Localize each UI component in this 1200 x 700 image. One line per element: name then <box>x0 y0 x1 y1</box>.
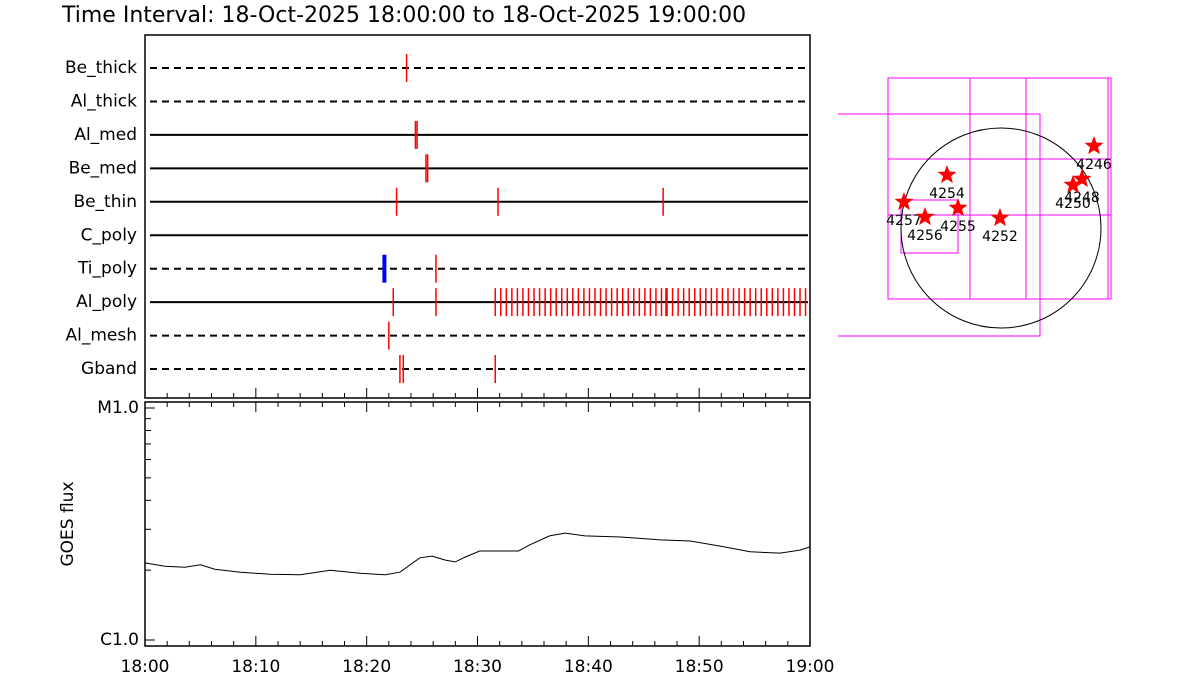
x-tick-label: 18:00 <box>121 657 170 677</box>
region-star <box>1063 175 1083 194</box>
solar-limb <box>900 127 1102 329</box>
x-tick-label: 18:10 <box>231 657 280 677</box>
row-label: Gband <box>81 359 137 379</box>
row-label: Al_med <box>74 125 137 145</box>
region-star <box>1084 136 1104 155</box>
region-label: 4246 <box>1076 157 1112 173</box>
goes-curve <box>144 532 811 576</box>
timeline-frame <box>144 34 811 399</box>
region-label: 4255 <box>940 219 976 235</box>
region-label: 4248 <box>1064 190 1100 206</box>
x-tick-label: 18:20 <box>342 657 391 677</box>
region-star <box>990 208 1010 227</box>
y-axis-label: GOES flux <box>58 481 78 566</box>
region-label: 4257 <box>886 213 922 229</box>
x-tick-label: 18:30 <box>453 657 502 677</box>
region-label: 4254 <box>929 186 965 202</box>
row-label: Be_med <box>69 158 137 178</box>
y-tick-label: C1.0 <box>100 630 139 650</box>
y-tick-label: M1.0 <box>97 398 139 418</box>
chart-title: Time Interval: 18-Oct-2025 18:00:00 to 1… <box>61 3 746 28</box>
region-star <box>915 207 935 226</box>
row-label: Be_thin <box>73 192 137 212</box>
row-label: Ti_poly <box>77 259 137 279</box>
row-label: Al_mesh <box>65 326 137 346</box>
row-label: Al_thick <box>71 91 137 111</box>
row-label: Al_poly <box>76 292 137 312</box>
region-label: 4250 <box>1055 196 1091 212</box>
goes-frame <box>144 401 811 647</box>
region-label: 4252 <box>982 229 1018 245</box>
row-label: C_poly <box>81 225 137 245</box>
region-label: 4256 <box>907 228 943 244</box>
region-star <box>937 165 957 184</box>
x-tick-label: 18:50 <box>675 657 724 677</box>
region-star <box>1072 169 1092 188</box>
x-tick-label: 18:40 <box>564 657 613 677</box>
x-tick-label: 19:00 <box>786 657 835 677</box>
region-star <box>948 198 968 217</box>
region-star <box>894 192 914 211</box>
row-label: Be_thick <box>65 58 137 78</box>
